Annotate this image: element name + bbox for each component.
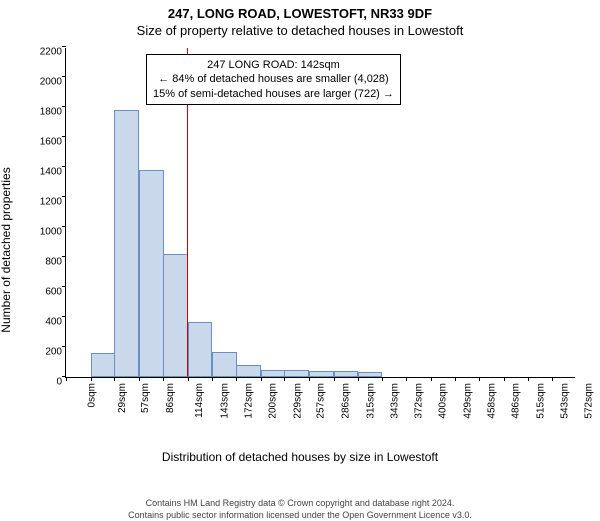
x-tick-mark [66, 377, 67, 381]
title-main: 247, LONG ROAD, LOWESTOFT, NR33 9DF [0, 6, 600, 21]
histogram-bar [212, 352, 237, 378]
title-sub: Size of property relative to detached ho… [0, 23, 600, 38]
y-tick-mark [62, 286, 66, 287]
x-tick-label: 458sqm [487, 383, 498, 419]
y-tick-mark [62, 46, 66, 47]
x-tick-label: 257sqm [316, 383, 327, 419]
x-tick-mark [431, 377, 432, 381]
y-tick-label: 1200 [36, 197, 66, 208]
chart-header: 247, LONG ROAD, LOWESTOFT, NR33 9DF Size… [0, 0, 600, 38]
x-tick-mark [552, 377, 553, 381]
footer-line-2: Contains public sector information licen… [0, 510, 600, 521]
x-tick-mark [479, 377, 480, 381]
x-tick-label: 29sqm [117, 383, 128, 413]
x-tick-label: 286sqm [341, 383, 352, 419]
histogram-bar [261, 370, 286, 378]
annotation-line: 15% of semi-detached houses are larger (… [153, 87, 394, 101]
x-axis-label: Distribution of detached houses by size … [0, 450, 600, 464]
y-tick-label: 2000 [36, 77, 66, 88]
y-tick-label: 1400 [36, 167, 66, 178]
x-tick-label: 114sqm [194, 383, 205, 418]
y-tick-label: 600 [36, 287, 66, 298]
x-tick-label: 543sqm [559, 383, 570, 419]
y-tick-label: 200 [36, 347, 66, 358]
x-tick-mark [504, 377, 505, 381]
y-tick-mark [62, 346, 66, 347]
x-tick-label: 486sqm [511, 383, 522, 419]
chart-container: Number of detached properties 0200400600… [0, 38, 600, 448]
histogram-bar [91, 353, 116, 377]
x-tick-mark [334, 377, 335, 381]
y-tick-label: 400 [36, 317, 66, 328]
histogram-bar [114, 110, 139, 377]
histogram-bar [334, 371, 359, 377]
x-tick-mark [358, 377, 359, 381]
plot-area: 0200400600800100012001400160018002000220… [65, 48, 575, 378]
x-tick-mark [91, 377, 92, 381]
y-tick-label: 2200 [36, 47, 66, 58]
y-tick-mark [62, 76, 66, 77]
histogram-bar [309, 371, 334, 377]
annotation-box: 247 LONG ROAD: 142sqm← 84% of detached h… [146, 54, 401, 105]
x-tick-label: 172sqm [244, 383, 255, 419]
x-tick-label: 229sqm [292, 383, 303, 419]
x-tick-label: 515sqm [535, 383, 546, 419]
y-axis-label: Number of detached properties [0, 167, 13, 332]
y-tick-mark [62, 136, 66, 137]
x-tick-label: 86sqm [165, 383, 176, 413]
x-tick-label: 372sqm [414, 383, 425, 419]
y-tick-mark [62, 106, 66, 107]
x-tick-label: 343sqm [389, 383, 400, 419]
x-tick-mark [114, 377, 115, 381]
y-tick-mark [62, 166, 66, 167]
x-tick-mark [309, 377, 310, 381]
y-tick-mark [62, 256, 66, 257]
x-tick-mark [261, 377, 262, 381]
histogram-bar [163, 254, 188, 377]
y-tick-label: 1000 [36, 227, 66, 238]
annotation-line: 247 LONG ROAD: 142sqm [153, 58, 394, 72]
y-tick-mark [62, 226, 66, 227]
y-tick-label: 800 [36, 257, 66, 268]
annotation-line: ← 84% of detached houses are smaller (4,… [153, 72, 394, 86]
x-tick-mark [455, 377, 456, 381]
x-tick-mark [406, 377, 407, 381]
y-tick-label: 1800 [36, 107, 66, 118]
y-tick-label: 1600 [36, 137, 66, 148]
x-tick-label: 429sqm [462, 383, 473, 419]
histogram-bar [358, 372, 383, 377]
x-tick-mark [528, 377, 529, 381]
x-tick-label: 315sqm [365, 383, 376, 419]
histogram-bar [139, 170, 164, 377]
x-tick-mark [212, 377, 213, 381]
y-tick-mark [62, 316, 66, 317]
x-tick-mark [382, 377, 383, 381]
footer-attribution: Contains HM Land Registry data © Crown c… [0, 498, 600, 521]
histogram-bar [188, 322, 213, 378]
x-tick-mark [139, 377, 140, 381]
x-tick-label: 57sqm [140, 383, 151, 413]
histogram-bar [236, 365, 261, 377]
x-tick-label: 400sqm [438, 383, 449, 419]
x-tick-label: 572sqm [584, 383, 595, 419]
x-tick-mark [236, 377, 237, 381]
x-tick-label: 200sqm [268, 383, 279, 419]
y-tick-mark [62, 196, 66, 197]
x-tick-mark [188, 377, 189, 381]
y-tick-label: 0 [36, 377, 66, 388]
histogram-bar [284, 370, 309, 377]
x-tick-mark [163, 377, 164, 381]
x-tick-mark [284, 377, 285, 381]
x-tick-label: 143sqm [219, 383, 230, 419]
x-tick-label: 0sqm [86, 383, 97, 407]
